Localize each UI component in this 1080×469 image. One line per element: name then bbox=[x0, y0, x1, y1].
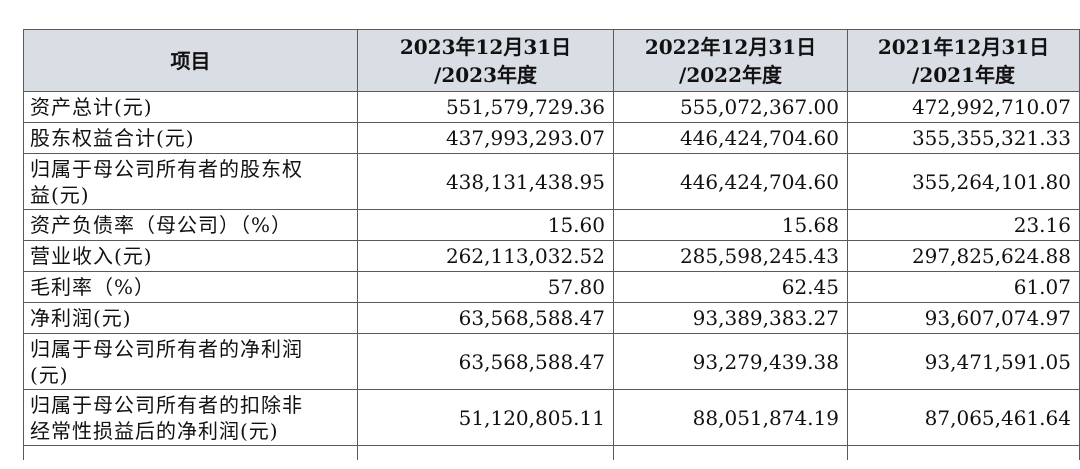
cell-2022: 93,279,439.38 bbox=[613, 333, 848, 390]
header-col-2021: 2021年12月31日/2021年度 bbox=[847, 29, 1080, 92]
cell-2021: 355,355,321.33 bbox=[847, 122, 1080, 154]
row-label: 资产负债率（母公司）（%） bbox=[23, 209, 358, 241]
cell-2022: 446,424,704.60 bbox=[613, 122, 848, 154]
row-label: 毛利率（%） bbox=[23, 271, 358, 303]
table-row: 归属于母公司所有者的净利润 (元) 63,568,588.47 93,279,43… bbox=[23, 333, 1080, 390]
cell-2022: 285,598,245.43 bbox=[613, 240, 848, 272]
cell-2023: 438,131,438.95 bbox=[357, 153, 614, 210]
row-label: 归属于母公司所有者的股东权 益(元) bbox=[23, 153, 358, 210]
cell-2021: 472,992,710.07 bbox=[847, 91, 1080, 123]
empty-cell bbox=[847, 445, 1080, 460]
row-label: 归属于母公司所有者的净利润 (元) bbox=[23, 333, 358, 390]
cell-2022: 555,072,367.00 bbox=[613, 91, 848, 123]
cell-2021: 93,607,074.97 bbox=[847, 302, 1080, 334]
table-row: 净利润(元) 63,568,588.47 93,389,383.27 93,60… bbox=[23, 302, 1080, 334]
table-row: 归属于母公司所有者的扣除非 经常性损益后的净利润(元) 51,120,805.11… bbox=[23, 389, 1080, 446]
cell-2023: 63,568,588.47 bbox=[357, 302, 614, 334]
cell-2021: 87,065,461.64 bbox=[847, 389, 1080, 446]
row-label: 归属于母公司所有者的扣除非 经常性损益后的净利润(元) bbox=[23, 389, 358, 446]
cell-2022: 88,051,874.19 bbox=[613, 389, 848, 446]
table-row: 营业收入(元) 262,113,032.52 285,598,245.43 29… bbox=[23, 240, 1080, 272]
cell-2021: 23.16 bbox=[847, 209, 1080, 241]
header-item: 项目 bbox=[23, 29, 358, 92]
header-row: 项目 2023年12月31日/2023年度 2022年12月31日/2022年度… bbox=[23, 29, 1080, 92]
table-row: 毛利率（%） 57.80 62.45 61.07 bbox=[23, 271, 1080, 303]
table-row: 股东权益合计(元) 437,993,293.07 446,424,704.60 … bbox=[23, 122, 1080, 154]
row-label: 净利润(元) bbox=[23, 302, 358, 334]
cell-2023: 63,568,588.47 bbox=[357, 333, 614, 390]
cell-2021: 355,264,101.80 bbox=[847, 153, 1080, 210]
table-header: 项目 2023年12月31日/2023年度 2022年12月31日/2022年度… bbox=[23, 29, 1080, 92]
table-row-cut-off bbox=[23, 445, 1080, 460]
table-row: 资产负债率（母公司）（%） 15.60 15.68 23.16 bbox=[23, 209, 1080, 241]
cell-2023: 262,113,032.52 bbox=[357, 240, 614, 272]
row-label: 资产总计(元) bbox=[23, 91, 358, 123]
cell-2021: 297,825,624.88 bbox=[847, 240, 1080, 272]
empty-cell bbox=[357, 445, 614, 460]
cell-2023: 15.60 bbox=[357, 209, 614, 241]
cell-2022: 446,424,704.60 bbox=[613, 153, 848, 210]
cell-2023: 551,579,729.36 bbox=[357, 91, 614, 123]
cell-2023: 57.80 bbox=[357, 271, 614, 303]
cell-2023: 51,120,805.11 bbox=[357, 389, 614, 446]
table-row: 归属于母公司所有者的股东权 益(元) 438,131,438.95 446,424… bbox=[23, 153, 1080, 210]
cell-2021: 61.07 bbox=[847, 271, 1080, 303]
empty-cell bbox=[23, 445, 358, 460]
cell-2022: 93,389,383.27 bbox=[613, 302, 848, 334]
header-col-2022: 2022年12月31日/2022年度 bbox=[613, 29, 848, 92]
table-body: 资产总计(元) 551,579,729.36 555,072,367.00 47… bbox=[23, 91, 1080, 460]
cell-2021: 93,471,591.05 bbox=[847, 333, 1080, 390]
row-label: 股东权益合计(元) bbox=[23, 122, 358, 154]
cell-2022: 15.68 bbox=[613, 209, 848, 241]
row-label: 营业收入(元) bbox=[23, 240, 358, 272]
cell-2022: 62.45 bbox=[613, 271, 848, 303]
empty-cell bbox=[613, 445, 848, 460]
header-col-2023: 2023年12月31日/2023年度 bbox=[357, 29, 614, 92]
financial-summary-table: 项目 2023年12月31日/2023年度 2022年12月31日/2022年度… bbox=[23, 29, 1080, 460]
table-row: 资产总计(元) 551,579,729.36 555,072,367.00 47… bbox=[23, 91, 1080, 123]
cell-2023: 437,993,293.07 bbox=[357, 122, 614, 154]
